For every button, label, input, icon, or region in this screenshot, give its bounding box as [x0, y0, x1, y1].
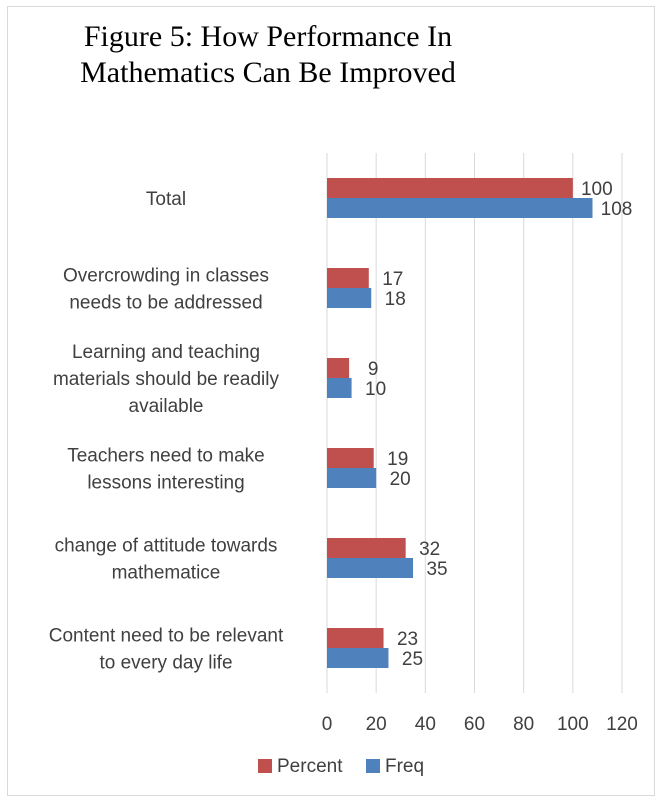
category-label-line: lessons interesting	[87, 473, 244, 494]
category-label-line: Learning and teaching	[72, 342, 260, 363]
x-tick-label: 20	[366, 714, 387, 735]
category-label-line: Teachers need to make	[67, 446, 265, 467]
category-label: Overcrowding in classes needs to be addre…	[63, 266, 269, 314]
chart-title: Figure 5: How Performance In Mathematics…	[80, 20, 456, 89]
category-label-line: mathematice	[112, 563, 221, 584]
category-label-line: available	[129, 396, 204, 417]
bar-freq	[327, 468, 377, 488]
data-label-freq: 18	[385, 289, 406, 310]
bar-percent	[327, 538, 406, 558]
data-label-freq: 25	[402, 649, 423, 670]
category-label-line: to every day life	[99, 653, 232, 674]
category-label: Teachers need to make lessons interesting	[67, 446, 265, 494]
bar-freq	[327, 288, 372, 308]
bar-percent	[327, 178, 573, 198]
data-label-percent: 9	[368, 359, 379, 380]
bar-percent	[327, 268, 369, 288]
x-tick-label: 40	[415, 714, 436, 735]
category-label-line: Overcrowding in classes	[63, 266, 269, 287]
bar-percent	[327, 448, 374, 468]
category-label: Total	[146, 189, 186, 210]
category-label: Learning and teaching materials should be…	[53, 342, 280, 417]
data-label-percent: 17	[382, 269, 403, 290]
category-label-line: needs to be addressed	[69, 293, 262, 314]
x-tick-label: 100	[557, 714, 589, 735]
legend-swatch-freq	[366, 759, 380, 773]
data-label-percent: 19	[387, 449, 408, 470]
data-label-freq: 10	[365, 379, 386, 400]
bar-freq	[327, 558, 414, 578]
data-label-percent: 23	[397, 629, 418, 650]
category-label: change of attitude towards mathematice	[55, 536, 278, 584]
x-tick-label: 80	[513, 714, 534, 735]
x-tick-label: 120	[606, 714, 638, 735]
legend-label-freq: Freq	[385, 756, 424, 777]
legend-label-percent: Percent	[277, 756, 343, 777]
bar-freq	[327, 648, 389, 668]
category-label-line: Total	[146, 189, 186, 210]
data-label-freq: 20	[390, 469, 411, 490]
category-label-line: materials should be readily	[53, 369, 280, 390]
category-label: Content need to be relevant to every day …	[49, 626, 284, 674]
category-label-line: change of attitude towards	[55, 536, 278, 557]
category-label-line: Content need to be relevant	[49, 626, 284, 647]
data-label-freq: 35	[426, 559, 447, 580]
bar-freq	[327, 378, 352, 398]
x-tick-label: 60	[464, 714, 485, 735]
legend-swatch-percent	[258, 759, 272, 773]
bar-freq	[327, 198, 593, 218]
bar-percent	[327, 358, 350, 378]
chart-frame: Figure 5: How Performance In Mathematics…	[7, 6, 655, 796]
x-tick-label: 0	[322, 714, 333, 735]
data-label-percent: 32	[419, 539, 440, 560]
data-label-freq: 108	[601, 199, 633, 220]
bar-percent	[327, 628, 384, 648]
data-label-percent: 100	[581, 179, 613, 200]
